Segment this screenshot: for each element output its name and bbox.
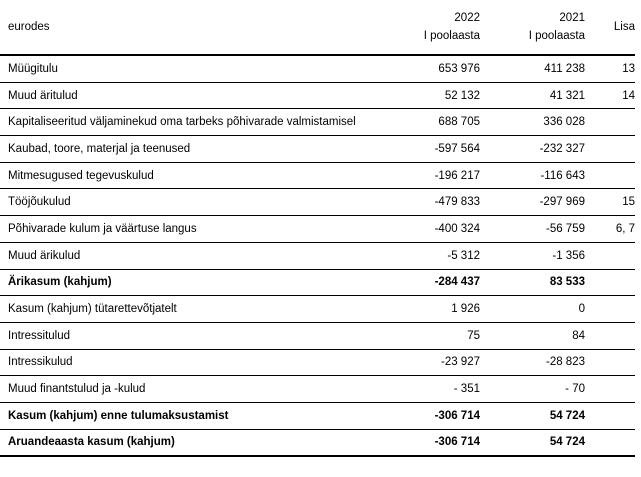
row-label: Tööjõukulud [0,188,372,217]
table-row: Kaubad, toore, materjal ja teenused -597 … [0,135,635,163]
row-label: Kasum (kahjum) enne tulumaksustamist [0,402,372,430]
row-label: Aruandeaasta kasum (kahjum) [0,429,372,458]
value-2021: 54 724 [480,402,585,430]
column-header-2022: 2022 I poolaasta [372,0,480,56]
lisa-ref: 6, 7 [585,215,635,243]
value-2021: 54 724 [480,429,585,458]
value-2022: -5 312 [372,242,480,270]
value-2021: 41 321 [480,82,585,110]
value-2021: -28 823 [480,349,585,377]
value-2022: 653 976 [372,55,480,83]
period-2021-label: I poolaasta [528,30,585,42]
table-row: Ärikasum (kahjum) -284 437 83 533 [0,269,635,297]
value-2021: -297 969 [480,188,585,217]
value-2022: -306 714 [372,402,480,430]
value-2021: 411 238 [480,55,585,83]
column-header-2021: 2021 I poolaasta [480,0,585,56]
header-row: eurodes 2022 I poolaasta 2021 I poolaast… [0,0,635,56]
value-2022: -306 714 [372,429,480,458]
row-label: Muud ärikulud [0,242,372,270]
value-2022: 688 705 [372,108,480,137]
row-label: Intressitulud [0,322,372,350]
income-statement-table: eurodes 2022 I poolaasta 2021 I poolaast… [0,0,635,458]
lisa-column-header: Lisa [585,0,635,56]
unit-label: eurodes [0,0,372,56]
lisa-ref [585,349,635,377]
year-2022-label: 2022 [454,12,480,24]
table-row: Intressikulud -23 927 -28 823 [0,349,635,377]
value-2021: -116 643 [480,162,585,190]
lisa-ref [585,242,635,270]
value-2022: -23 927 [372,349,480,377]
value-2022: -196 217 [372,162,480,190]
row-label: Mitmesugused tegevuskulud [0,162,372,190]
year-2021-label: 2021 [559,12,585,24]
table-row: Muud ärikulud -5 312 -1 356 [0,242,635,270]
value-2021: 0 [480,295,585,323]
row-label: Muud finantstulud ja -kulud [0,375,372,403]
value-2021: 83 533 [480,269,585,297]
value-2021: - 70 [480,375,585,403]
table-row: Müügitulu 653 976 411 238 13 [0,55,635,83]
lisa-ref [585,375,635,403]
lisa-ref [585,108,635,137]
row-label: Intressikulud [0,349,372,377]
value-2021: 336 028 [480,108,585,137]
value-2021: 84 [480,322,585,350]
row-label: Ärikasum (kahjum) [0,269,372,297]
row-label: Kasum (kahjum) tütarettevõtjatelt [0,295,372,323]
table-row: Kapitaliseeritud väljaminekud oma tarbek… [0,108,635,137]
period-2022-label: I poolaasta [423,30,480,42]
table-body: Müügitulu 653 976 411 238 13 Muud äritulud 52… [0,55,635,458]
row-label: Müügitulu [0,55,372,83]
value-2021: -1 356 [480,242,585,270]
lisa-ref [585,295,635,323]
value-2021: -232 327 [480,135,585,163]
value-2022: -479 833 [372,188,480,217]
value-2022: -597 564 [372,135,480,163]
table-row: Muud finantstulud ja -kulud - 351- 70 [0,375,635,403]
lisa-ref [585,269,635,297]
row-label: Muud äritulud [0,82,372,110]
table-row: Intressitulud 75 84 [0,322,635,350]
lisa-ref: 14 [585,82,635,110]
lisa-ref [585,135,635,163]
value-2022: 1 926 [372,295,480,323]
value-2021: -56 759 [480,215,585,243]
table-header: eurodes 2022 I poolaasta 2021 I poolaast… [0,0,635,56]
table-row: Kasum (kahjum) tütarettevõtjatelt 1 926 0 [0,295,635,323]
lisa-ref: 13 [585,55,635,83]
lisa-ref: 15 [585,188,635,217]
table-row: Kasum (kahjum) enne tulumaksustamist -306… [0,402,635,430]
lisa-ref [585,322,635,350]
table-row: Aruandeaasta kasum (kahjum) -306 714 54 72… [0,429,635,458]
table-row: Tööjõukulud -479 833 -297 969 15 [0,188,635,217]
value-2022: 75 [372,322,480,350]
row-label: Kaubad, toore, materjal ja teenused [0,135,372,163]
row-label: Põhivarade kulum ja väärtuse langus [0,215,372,243]
value-2022: - 351 [372,375,480,403]
table-row: Muud äritulud 52 132 41 321 14 [0,82,635,110]
lisa-ref [585,162,635,190]
table-row: Mitmesugused tegevuskulud -196 217 -116 64… [0,162,635,190]
value-2022: -400 324 [372,215,480,243]
lisa-ref [585,429,635,458]
table-row: Põhivarade kulum ja väärtuse langus -400 … [0,215,635,243]
value-2022: 52 132 [372,82,480,110]
value-2022: -284 437 [372,269,480,297]
row-label: Kapitaliseeritud väljaminekud oma tarbek… [0,108,372,137]
lisa-ref [585,402,635,430]
